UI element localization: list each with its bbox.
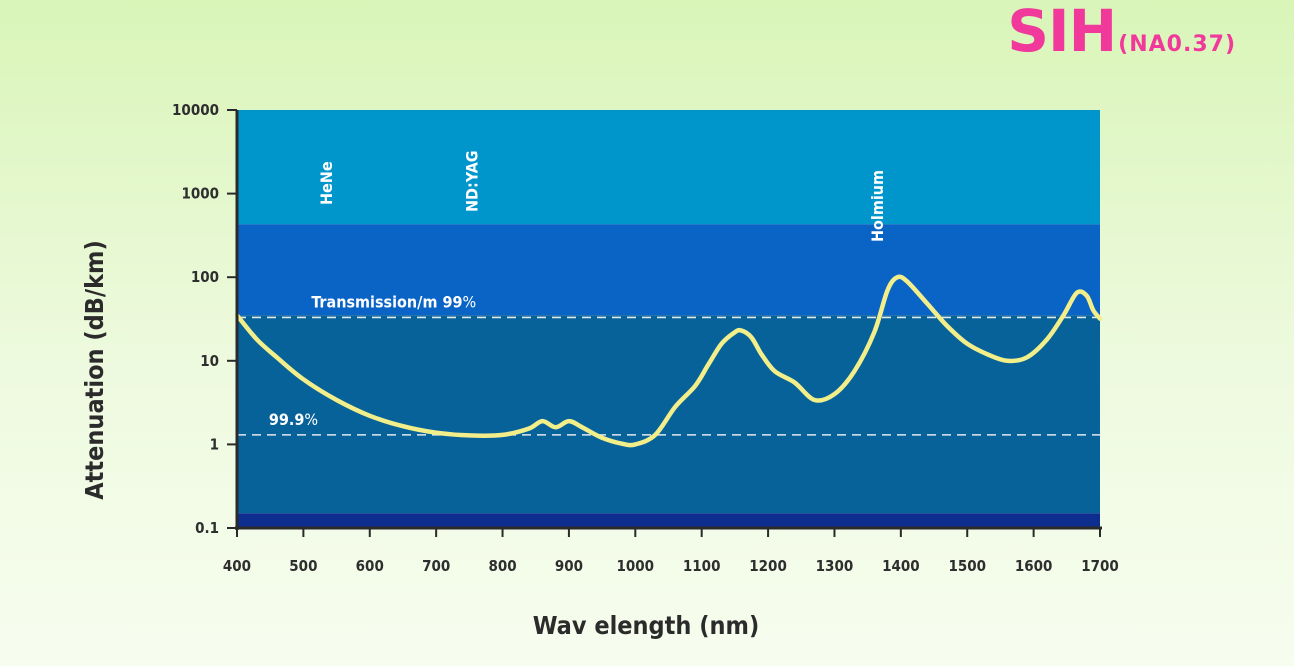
background-band-0 — [237, 110, 1100, 225]
y-tick-label: 1 — [210, 435, 219, 453]
reference-label-unit: % — [304, 410, 318, 429]
reference-label-value: 99.9 — [269, 410, 305, 429]
x-axis-title: Wav elength (nm) — [533, 611, 760, 640]
region-label-hene: HeNe — [317, 161, 336, 205]
x-tick-label: 1300 — [816, 557, 854, 575]
x-tick-label: 900 — [555, 557, 583, 575]
background-bands — [237, 110, 1100, 528]
reference-label-prefix: Transmission/m — [311, 292, 442, 311]
x-tick-label: 600 — [356, 557, 384, 575]
title-main: SIH — [1007, 0, 1117, 65]
y-tick-label: 10000 — [172, 101, 219, 119]
reference-label-value: 99 — [442, 292, 462, 311]
x-tick-label: 700 — [422, 557, 450, 575]
y-tick-label: 100 — [191, 268, 219, 286]
series-group — [234, 274, 1103, 448]
reference-label-unit: % — [462, 292, 476, 311]
x-tick-label: 400 — [223, 557, 251, 575]
x-tick-label: 1200 — [749, 557, 787, 575]
reference-lines: Transmission/m 99%99.9% — [237, 292, 1100, 436]
x-tick-label: 500 — [289, 557, 317, 575]
x-tick-label: 1700 — [1081, 557, 1119, 575]
title-sub: (NA0.37) — [1118, 32, 1236, 57]
y-tick-label: 1000 — [181, 185, 219, 203]
x-tick-label: 1400 — [882, 557, 920, 575]
y-tick-label: 0.1 — [195, 519, 219, 537]
x-tick-label: 800 — [488, 557, 516, 575]
reference-label-0: Transmission/m 99% — [311, 292, 476, 311]
chart-title: SIH(NA0.37) — [1007, 2, 1236, 60]
series-line-0 — [234, 274, 1103, 448]
x-tick-label: 1500 — [948, 557, 986, 575]
y-tick-label: 10 — [200, 352, 219, 370]
background-band-3 — [237, 513, 1100, 528]
background-band-1 — [237, 224, 1100, 316]
y-axis-title: Attenuation (dB/km) — [80, 240, 109, 500]
x-tick-label: 1000 — [617, 557, 655, 575]
reference-label-1: 99.9% — [269, 410, 318, 429]
region-label-nd-yag: ND:YAG — [462, 150, 481, 212]
region-label-holmium: Holmium — [868, 170, 887, 242]
x-tick-label: 1100 — [683, 557, 721, 575]
x-tick-label: 1600 — [1015, 557, 1053, 575]
region-labels: HeNe ND:YAG Holmium — [317, 150, 887, 242]
axes: 400 500 600 700 800 900 1000 1100 1200 1300 1400 15… — [172, 101, 1119, 575]
